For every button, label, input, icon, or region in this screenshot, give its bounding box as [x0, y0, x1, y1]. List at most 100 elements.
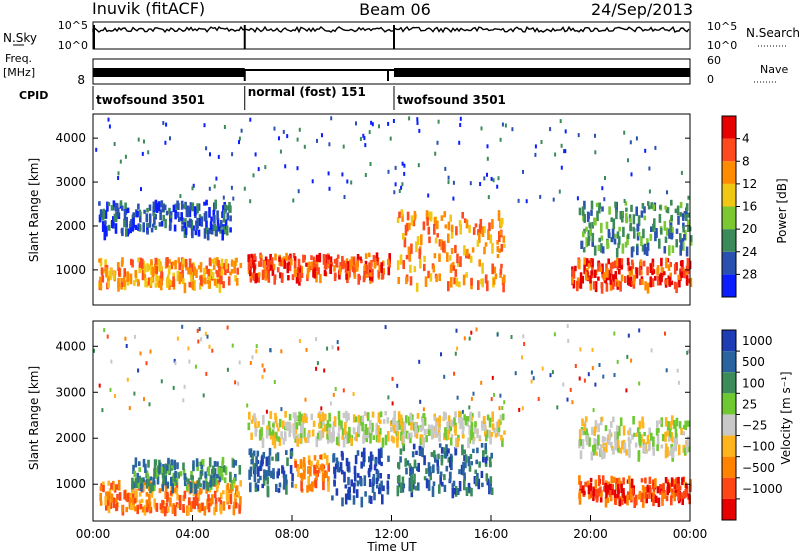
data-cell: [221, 229, 224, 241]
data-cell: [211, 272, 215, 279]
data-cell: [249, 265, 252, 277]
data-cell: [321, 411, 324, 417]
data-cell: [348, 486, 351, 493]
data-cell: [169, 212, 173, 219]
data-cell: [687, 258, 690, 267]
data-cell: [142, 477, 145, 483]
data-cell: [292, 412, 296, 419]
data-cell: [594, 479, 598, 489]
data-cell: [118, 492, 122, 501]
data-cell: [660, 273, 663, 283]
data-cell: [436, 220, 439, 230]
data-cell: [284, 421, 288, 429]
data-cell: [139, 504, 143, 509]
data-cell: [210, 468, 214, 475]
data-cell: [622, 477, 625, 485]
data-cell: [207, 268, 211, 279]
data-cell: [440, 215, 444, 221]
data-cell: [640, 492, 643, 503]
data-cell: [105, 267, 108, 277]
data-cell: [467, 253, 471, 259]
data-cell: [611, 488, 614, 496]
data-cell: [200, 275, 203, 286]
data-cell: [439, 474, 442, 485]
data-cell: [616, 359, 619, 364]
data-cell: [480, 443, 484, 448]
data-cell: [341, 172, 344, 177]
data-cell: [613, 489, 617, 500]
data-cell: [670, 280, 674, 285]
data-cell: [145, 281, 149, 288]
data-cell: [671, 227, 674, 238]
data-cell: [530, 379, 533, 384]
data-cell: [685, 483, 688, 489]
data-cell: [341, 470, 344, 475]
data-cell: [174, 479, 177, 486]
data-cell: [149, 476, 153, 481]
data-cell: [646, 266, 649, 276]
data-cell: [167, 464, 170, 474]
data-cell: [644, 148, 647, 153]
data-cell: [137, 257, 140, 263]
data-cell: [647, 444, 651, 452]
data-cell: [327, 255, 330, 260]
colorbar-swatch: [722, 477, 736, 499]
data-cell: [685, 246, 689, 257]
data-cell: [501, 437, 504, 447]
data-cell: [498, 406, 501, 411]
data-cell: [549, 127, 552, 132]
data-cell: [629, 482, 632, 494]
data-cell: [422, 221, 426, 231]
data-cell: [551, 370, 554, 375]
data-cell: [226, 483, 230, 490]
data-cell: [598, 363, 601, 367]
data-cell: [99, 492, 102, 502]
data-cell: [623, 198, 626, 203]
data-cell: [411, 451, 415, 458]
data-cell: [315, 264, 318, 272]
data-cell: [353, 472, 357, 482]
data-cell: [677, 215, 680, 225]
data-cell: [427, 270, 430, 279]
data-cell: [639, 259, 643, 267]
data-cell: [381, 494, 384, 505]
data-cell: [142, 484, 145, 492]
freq-segment: [244, 69, 394, 71]
data-cell: [612, 448, 615, 455]
data-cell: [135, 488, 138, 500]
data-cell: [559, 119, 562, 124]
data-cell: [282, 420, 285, 429]
data-cell: [287, 255, 291, 261]
data-cell: [274, 412, 277, 420]
data-cell: [582, 247, 586, 253]
data-cell: [337, 432, 340, 443]
data-cell: [125, 506, 128, 513]
data-cell: [687, 195, 690, 200]
data-cell: [341, 428, 345, 436]
data-cell: [121, 505, 124, 513]
data-cell: [593, 217, 596, 226]
data-cell: [632, 274, 636, 285]
data-cell: [181, 218, 184, 225]
data-cell: [236, 490, 239, 495]
data-cell: [315, 436, 319, 448]
data-cell: [112, 200, 116, 208]
data-cell: [125, 228, 128, 237]
data-cell: [497, 429, 500, 437]
data-cell: [342, 144, 345, 149]
data-cell: [102, 208, 106, 220]
data-cell: [496, 332, 499, 337]
data-cell: [456, 253, 459, 264]
data-cell: [651, 268, 654, 276]
data-cell: [631, 434, 634, 440]
data-cell: [617, 477, 621, 485]
data-cell: [338, 269, 342, 275]
data-cell: [199, 282, 202, 290]
data-cell: [182, 468, 186, 475]
data-cell: [501, 406, 504, 410]
data-cell: [373, 257, 377, 268]
data-cell: [592, 408, 595, 413]
data-cell: [577, 133, 580, 138]
data-cell: [287, 275, 290, 281]
data-cell: [213, 468, 217, 476]
